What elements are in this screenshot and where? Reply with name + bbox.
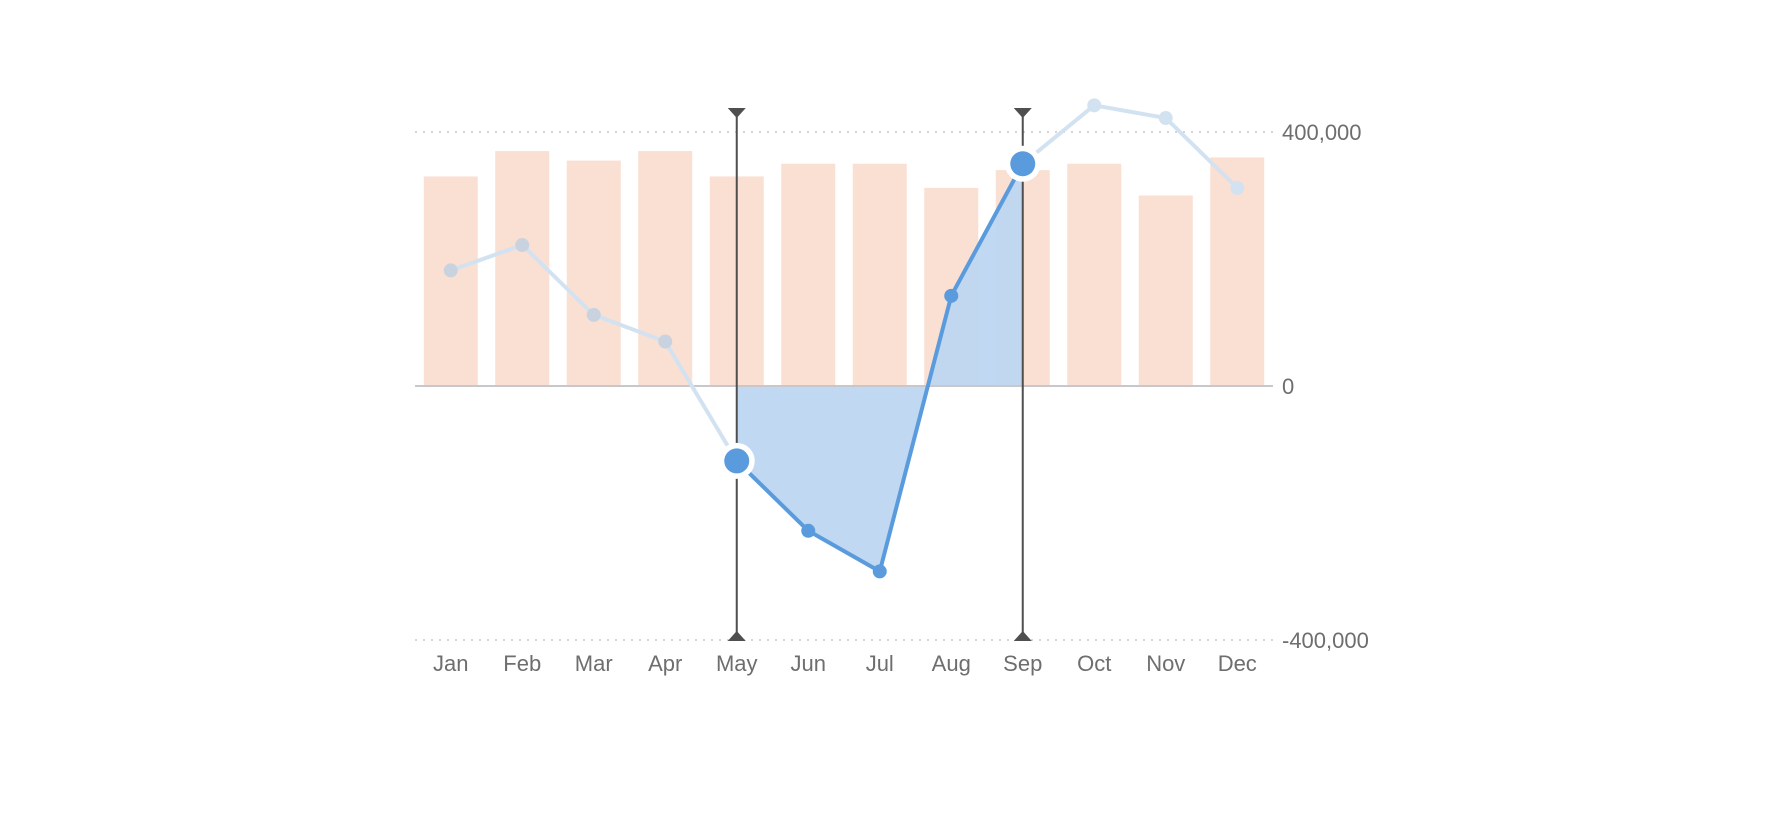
line-point-feb	[515, 238, 530, 253]
bar-jul	[852, 163, 907, 386]
x-tick-label-aug: Aug	[932, 651, 971, 676]
line-point-jan	[443, 263, 458, 278]
x-tick-label-sep: Sep	[1003, 651, 1042, 676]
selection-start-marker	[727, 108, 746, 641]
bar-apr	[638, 151, 693, 386]
x-tick-label-nov: Nov	[1146, 651, 1185, 676]
bar-oct	[1067, 163, 1122, 386]
bar-mar	[566, 160, 621, 386]
selection-area	[736, 163, 1023, 572]
line-point-jun	[801, 523, 816, 538]
x-tick-label-apr: Apr	[648, 651, 682, 676]
bar-nov	[1138, 195, 1193, 386]
line-point-apr	[658, 334, 673, 349]
line-point-oct	[1087, 98, 1102, 113]
line-series	[443, 98, 1245, 579]
bar-jan	[423, 176, 478, 386]
marker-bottom-cap	[727, 631, 746, 641]
x-tick-label-jun: Jun	[791, 651, 826, 676]
bar-jun	[781, 163, 836, 386]
marker-bottom-cap	[1013, 631, 1032, 641]
line-faded-right	[1020, 103, 1240, 190]
highlight-point-sep	[1010, 151, 1036, 177]
line-point-jul	[872, 564, 887, 579]
x-tick-label-oct: Oct	[1077, 651, 1111, 676]
bar-feb	[495, 151, 550, 386]
x-tick-label-jul: Jul	[866, 651, 894, 676]
x-tick-label-jan: Jan	[433, 651, 468, 676]
line-point-nov	[1158, 111, 1173, 126]
line-point-dec	[1230, 180, 1245, 195]
x-tick-label-dec: Dec	[1218, 651, 1257, 676]
marker-top-cap	[727, 108, 746, 118]
y-tick-label: 0	[1282, 374, 1294, 399]
x-tick-label-may: May	[716, 651, 758, 676]
highlight-point-may	[724, 448, 750, 474]
y-tick-label: -400,000	[1282, 628, 1369, 653]
line-point-aug	[944, 288, 959, 303]
selection-end-marker	[1013, 108, 1032, 641]
x-tick-label-mar: Mar	[575, 651, 613, 676]
y-tick-label: 400,000	[1282, 120, 1362, 145]
bar-dec	[1210, 157, 1265, 386]
marker-top-cap	[1013, 108, 1032, 118]
x-tick-label-feb: Feb	[503, 651, 541, 676]
bar-series	[423, 151, 1265, 386]
line-point-mar	[586, 307, 601, 322]
